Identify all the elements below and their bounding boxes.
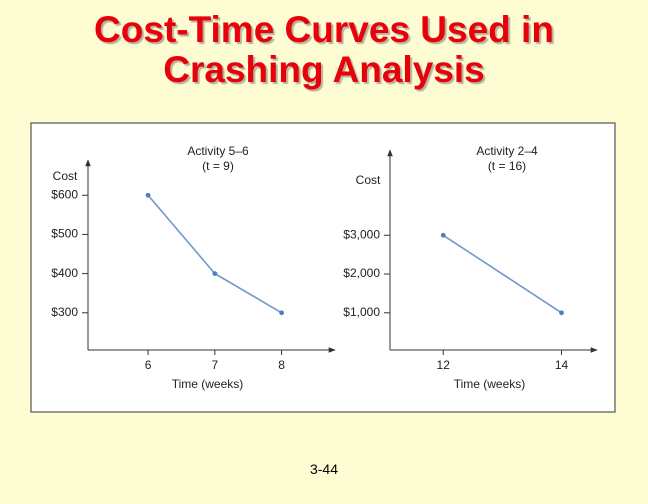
y-tick-label: $3,000 bbox=[343, 227, 380, 241]
data-line bbox=[442, 234, 562, 314]
data-point bbox=[559, 310, 564, 316]
chart-subtitle: (t = 9) bbox=[202, 159, 234, 173]
x-tick-label: 14 bbox=[555, 358, 569, 372]
y-tick-label: $400 bbox=[51, 266, 78, 280]
data-point bbox=[145, 192, 151, 198]
x-axis-label: Time (weeks) bbox=[172, 377, 244, 391]
data-point bbox=[440, 232, 446, 238]
y-tick-label: $1,000 bbox=[343, 305, 380, 319]
y-axis-label: Cost bbox=[53, 169, 78, 183]
y-tick-label: $500 bbox=[51, 227, 78, 241]
slide-title: Cost-Time Curves Used in Crashing Analys… bbox=[94, 9, 554, 90]
x-tick-label: 6 bbox=[145, 358, 152, 372]
page-number: 3-44 bbox=[309, 461, 339, 477]
x-tick-label: 8 bbox=[278, 358, 285, 372]
x-tick-label: 12 bbox=[437, 358, 451, 372]
y-tick-label: $600 bbox=[51, 187, 78, 201]
x-axis-label: Time (weeks) bbox=[454, 377, 526, 391]
y-tick-label: $300 bbox=[51, 305, 78, 319]
data-point bbox=[212, 271, 218, 277]
chart-title: Activity 2–4 bbox=[476, 144, 538, 158]
y-axis-label: Cost bbox=[356, 173, 381, 187]
chart-title: Activity 5–6 bbox=[187, 144, 249, 158]
y-tick-label: $2,000 bbox=[343, 266, 380, 280]
chart-subtitle: (t = 16) bbox=[488, 159, 526, 173]
data-point bbox=[279, 310, 284, 316]
chart-panel bbox=[30, 122, 616, 413]
x-tick-label: 7 bbox=[211, 358, 218, 372]
